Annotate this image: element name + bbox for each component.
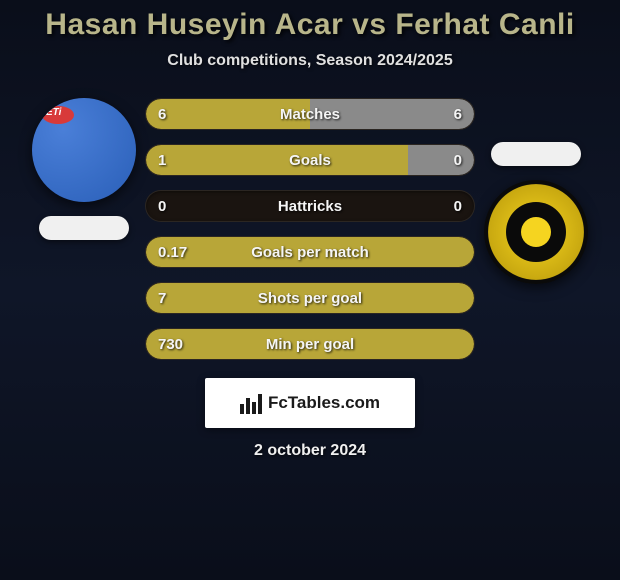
stat-value-p2: 6 <box>454 106 462 123</box>
stat-label: Goals <box>289 152 331 169</box>
brand-text: FcTables.com <box>268 393 380 413</box>
stat-value-p1: 0.17 <box>158 244 187 261</box>
stat-fill-p1 <box>146 145 408 175</box>
player1-avatar <box>32 98 136 202</box>
stat-value-p1: 1 <box>158 152 166 169</box>
stat-label: Goals per match <box>251 244 369 261</box>
stats-column: 6 6 Matches 1 0 Goals 0 0 Hattricks 0.17 Goals per… <box>145 98 475 360</box>
stat-fill-p2 <box>408 145 474 175</box>
stat-label: Min per goal <box>266 336 354 353</box>
player2-column <box>481 98 591 298</box>
player1-flag-pill <box>39 216 129 240</box>
stat-row: 730 Min per goal <box>145 328 475 360</box>
brand-box[interactable]: FcTables.com <box>205 378 415 428</box>
stat-value-p1: 0 <box>158 198 166 215</box>
stat-value-p2: 0 <box>454 152 462 169</box>
page-subtitle: Club competitions, Season 2024/2025 <box>167 52 452 70</box>
player2-crest <box>484 180 588 284</box>
stat-label: Matches <box>280 106 340 123</box>
player2-flag-pill <box>491 142 581 166</box>
brand-bars-icon <box>240 392 262 414</box>
stat-row: 0.17 Goals per match <box>145 236 475 268</box>
stat-value-p1: 6 <box>158 106 166 123</box>
comparison-card: Hasan Huseyin Acar vs Ferhat Canli Club … <box>0 0 620 580</box>
page-title: Hasan Huseyin Acar vs Ferhat Canli <box>45 8 574 42</box>
stat-label: Hattricks <box>278 198 342 215</box>
stat-value-p1: 7 <box>158 290 166 307</box>
stat-row: 1 0 Goals <box>145 144 475 176</box>
stat-value-p1: 730 <box>158 336 183 353</box>
player1-column <box>29 98 139 240</box>
stat-row: 0 0 Hattricks <box>145 190 475 222</box>
crest-inner-icon <box>506 202 566 262</box>
stat-label: Shots per goal <box>258 290 362 307</box>
stat-row: 6 6 Matches <box>145 98 475 130</box>
main-row: 6 6 Matches 1 0 Goals 0 0 Hattricks 0.17 Goals per… <box>0 98 620 360</box>
footer-date: 2 october 2024 <box>254 442 366 460</box>
stat-row: 7 Shots per goal <box>145 282 475 314</box>
stat-value-p2: 0 <box>454 198 462 215</box>
